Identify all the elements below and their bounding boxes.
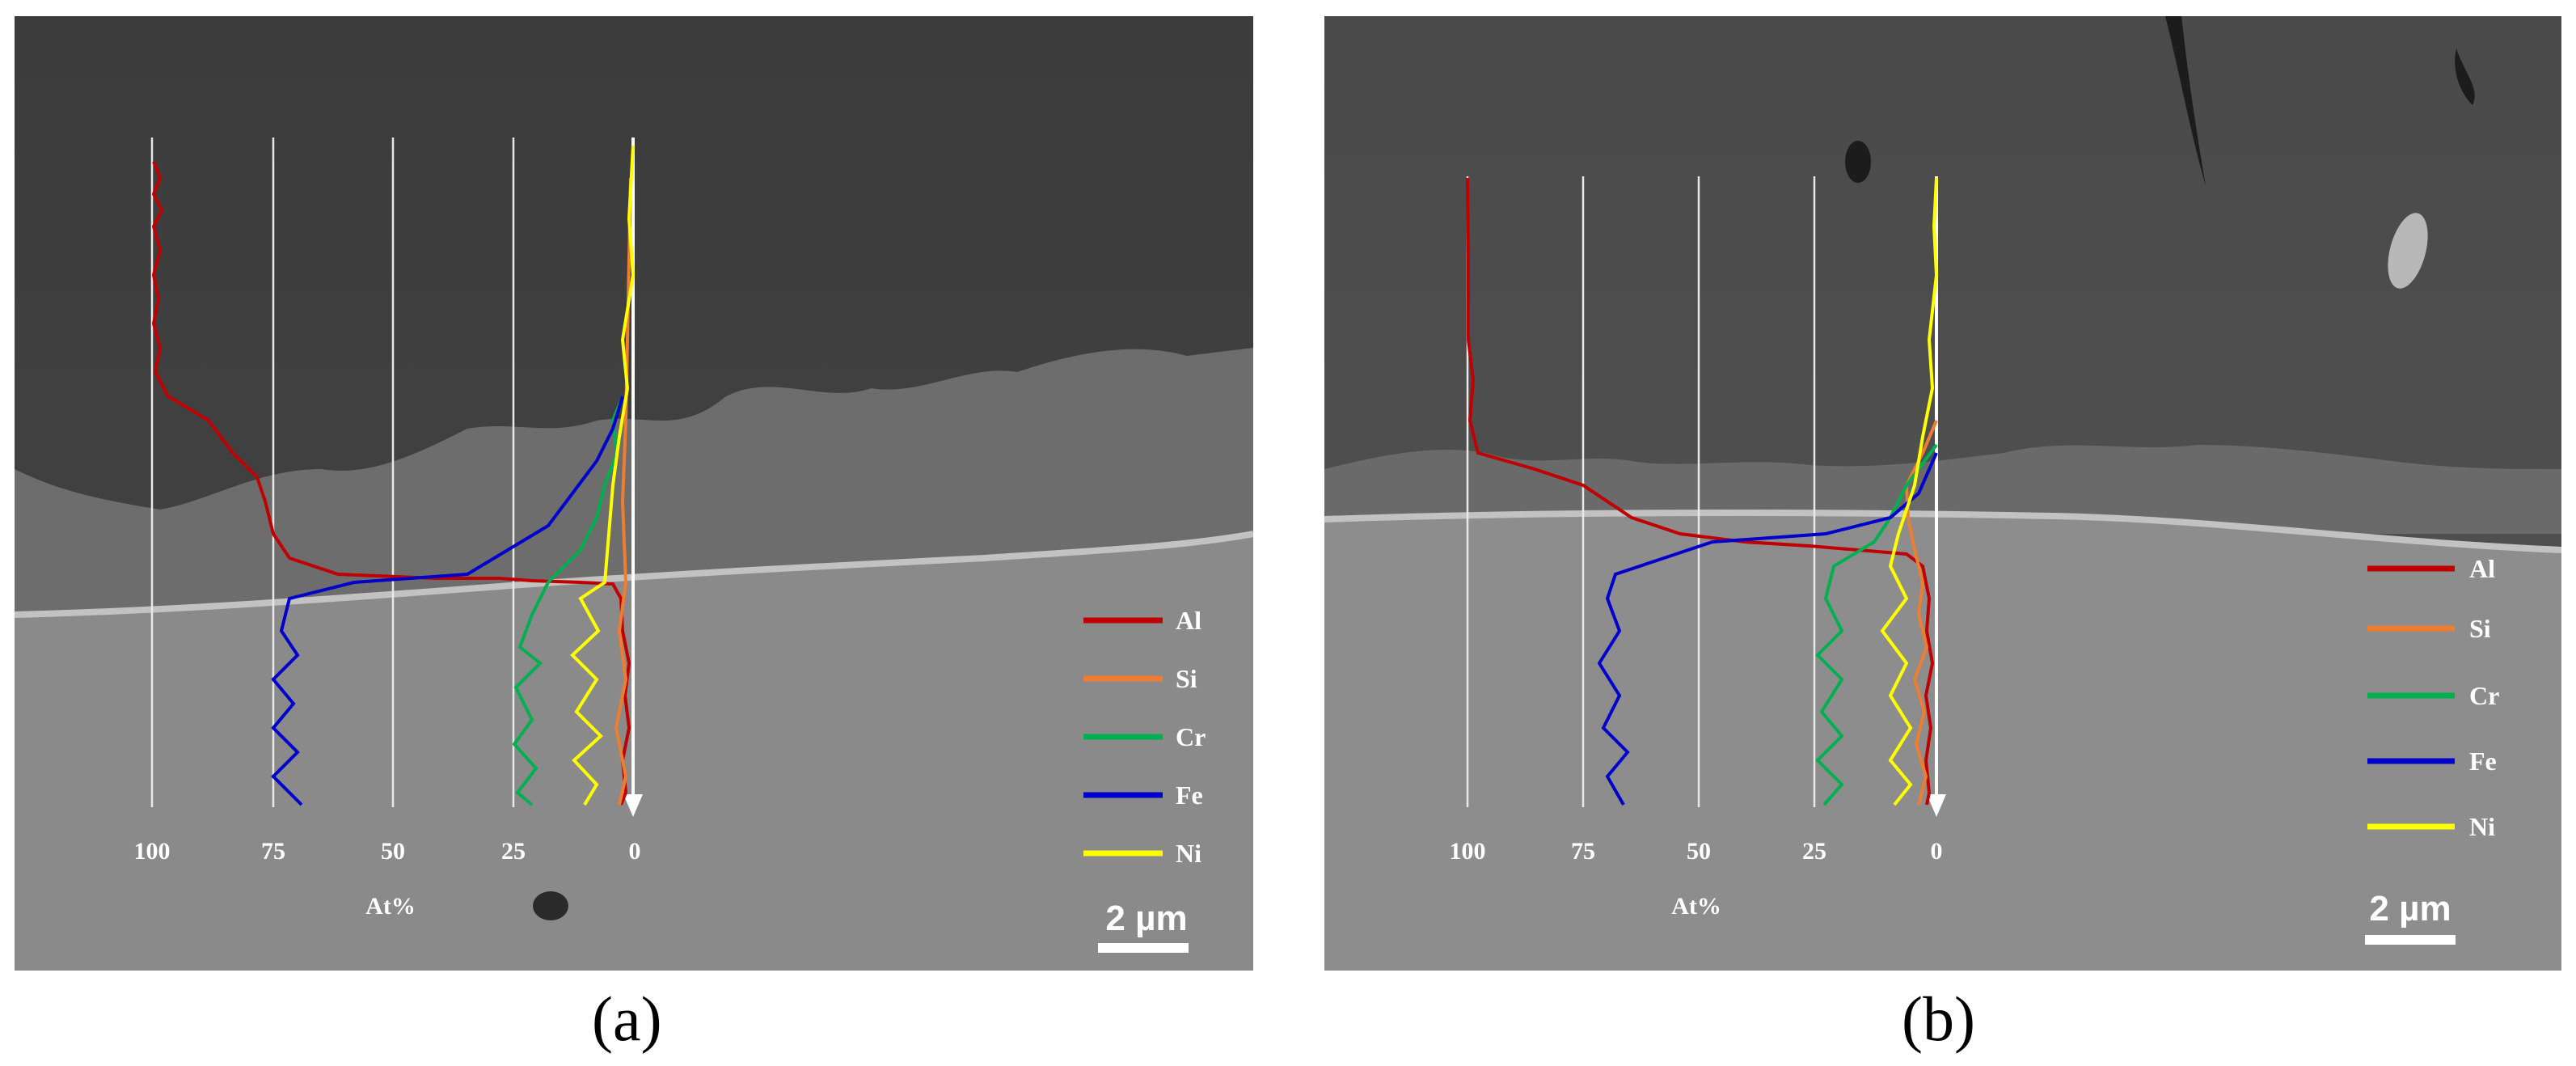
profile-ni-a <box>570 145 636 806</box>
caption-panel-b: (b) <box>1902 984 1975 1054</box>
scale-bar <box>2365 935 2456 945</box>
profile-ni-b <box>1880 177 1939 806</box>
legend-label: Si <box>2469 614 2491 643</box>
sem-micrograph-b: 100 75 50 25 0 At% Al Si Cr Fe Ni 2 µm <box>1324 16 2561 971</box>
legend-label: Cr <box>2469 681 2499 710</box>
legend-label: Si <box>1176 664 1197 693</box>
sem-image-panel-b: 100 75 50 25 0 At% Al Si Cr Fe Ni 2 µm <box>1324 16 2561 971</box>
tick-label: 75 <box>261 838 285 865</box>
legend-label: Al <box>1176 606 1201 635</box>
profile-cr-a <box>512 396 624 806</box>
tick-label: 25 <box>501 838 526 865</box>
tick-label: 100 <box>1450 838 1486 865</box>
tick-label: 25 <box>1802 838 1826 865</box>
legend-label: Fe <box>2469 747 2497 776</box>
tick-label: 75 <box>1571 838 1595 865</box>
grid-lines-a <box>150 137 515 807</box>
profile-fe-a <box>271 396 624 806</box>
legend-b: Al Si Cr Fe Ni <box>2367 554 2499 841</box>
tick-label: 100 <box>134 838 171 865</box>
legend-label: Cr <box>1176 722 1206 751</box>
scale-bar-label: 2 µm <box>1105 899 1187 938</box>
profile-cr-b <box>1815 443 1938 806</box>
tick-label: 0 <box>1931 838 1943 865</box>
tick-label: 50 <box>1687 838 1711 865</box>
caption-panel-a: (a) <box>592 984 662 1054</box>
legend-label: Al <box>2469 554 2495 583</box>
scale-bar <box>1098 943 1189 953</box>
legend-label: Fe <box>1176 780 1203 810</box>
sem-image-panel-a: 100 75 50 25 0 At% Al Si Cr Fe Ni 2 µm <box>15 16 1253 971</box>
profile-al-a <box>151 161 631 806</box>
tick-label: 50 <box>381 838 405 865</box>
profile-fe-b <box>1597 452 1938 806</box>
legend-label: Ni <box>2469 812 2495 841</box>
sem-micrograph-a: 100 75 50 25 0 At% Al Si Cr Fe Ni 2 µm <box>15 16 1253 971</box>
legend-label: Ni <box>1176 839 1201 868</box>
axis-label: At% <box>1671 893 1721 920</box>
legend-a: Al Si Cr Fe Ni <box>1083 606 1206 868</box>
axis-label: At% <box>365 893 416 920</box>
scale-bar-label: 2 µm <box>2369 889 2451 929</box>
tick-label: 0 <box>629 838 641 865</box>
profile-al-b <box>1466 177 1935 806</box>
